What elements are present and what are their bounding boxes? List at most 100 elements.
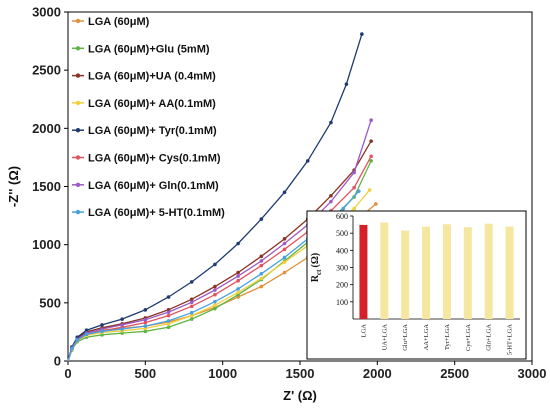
data-point	[143, 329, 148, 334]
data-point	[70, 346, 74, 351]
data-point	[189, 317, 194, 321]
inset-bar	[442, 224, 451, 319]
data-point	[352, 170, 356, 175]
inset-category-label: Cys+LGA	[465, 324, 472, 351]
data-point	[282, 260, 287, 264]
y-tick-label: 0	[54, 354, 61, 369]
legend-swatch-marker	[75, 155, 81, 160]
data-point	[369, 139, 373, 143]
y-tick-label: 1000	[32, 237, 61, 252]
data-point	[341, 206, 346, 211]
inset-category-label: Glu+LGA	[402, 324, 409, 351]
x-tick-label: 1000	[208, 366, 237, 381]
data-point	[213, 262, 217, 267]
data-point	[282, 255, 287, 260]
data-point	[143, 320, 148, 325]
inset-y-title-main: R	[310, 274, 321, 282]
data-point	[356, 189, 361, 193]
data-point	[369, 118, 373, 122]
data-point	[189, 304, 194, 309]
y-axis-title: -Z'' (Ω)	[6, 166, 21, 207]
inset-y-title-sub: ct	[315, 269, 323, 275]
data-point	[259, 254, 264, 259]
data-point	[259, 263, 264, 268]
inset-category-label: LGA	[360, 324, 367, 338]
data-point	[282, 190, 287, 195]
inset-bar	[484, 223, 493, 319]
y-tick-label: 2500	[32, 63, 61, 78]
x-tick-label: 2000	[363, 366, 392, 381]
series-5	[67, 32, 364, 362]
y-tick-label: 3000	[32, 5, 61, 20]
inset-category-label: Tyr+LGA	[444, 324, 451, 350]
data-point	[329, 194, 333, 198]
data-point	[259, 284, 264, 289]
legend-item: LGA (60μM)+ Tyr(0.1mM)	[72, 125, 217, 137]
data-point	[329, 199, 333, 204]
data-point	[84, 332, 89, 337]
data-point	[329, 120, 333, 125]
inset-bar-chart: 100 200 300 400 500 600 Rct(Ω) LGA UA+LGA Glu+LGA…	[306, 210, 527, 360]
data-point	[166, 319, 171, 323]
data-point	[373, 202, 378, 206]
data-point	[143, 317, 148, 322]
legend-swatch-marker	[75, 73, 81, 78]
legend-swatch-marker	[75, 128, 81, 133]
x-tick-label: 0	[64, 366, 71, 381]
legend-item: LGA (60μM)+ Gln(0.1mM)	[72, 180, 219, 192]
data-point	[282, 237, 287, 241]
data-point	[189, 297, 194, 302]
legend-swatch-marker	[75, 100, 81, 106]
data-point	[189, 280, 194, 284]
data-point	[166, 313, 171, 318]
legend-label: LGA (60μM)+ Gln(0.1mM)	[88, 180, 219, 192]
legend-label: LGA (60μM)+ Cys(0.1mM)	[88, 153, 221, 165]
data-point	[236, 274, 240, 278]
inset-category-label: AA+LGA	[423, 324, 430, 351]
legend-item: LGA (60μM)+ 5-HT(0.1mM)	[72, 207, 225, 219]
data-point	[360, 32, 364, 36]
data-point	[236, 290, 240, 295]
inset-category-label: Gln+LGA	[486, 324, 493, 351]
legend-label: LGA (60μM)	[88, 16, 150, 28]
inset-y-tick-label: 100	[336, 298, 348, 307]
data-point	[367, 188, 372, 192]
inset-category-label: UA+LGA	[381, 324, 388, 351]
legend-item: LGA (60μM)+ AA(0.1mM)	[72, 98, 216, 110]
legend-swatch-marker	[75, 209, 81, 215]
data-point	[120, 317, 124, 321]
inset-y-tick-label: 200	[336, 281, 348, 290]
data-point	[189, 313, 194, 318]
inset-category-label: 5-HT+LGA	[507, 324, 514, 355]
data-point	[282, 270, 287, 275]
data-point	[236, 278, 240, 283]
inset-y-title-unit: (Ω)	[310, 253, 321, 268]
data-point	[213, 288, 217, 292]
legend-item: LGA (60μM)+Glu (5mM)	[72, 43, 210, 55]
data-point	[189, 300, 194, 305]
inset-bar	[463, 227, 472, 319]
data-point	[305, 159, 310, 163]
legend-swatch-marker	[75, 182, 81, 187]
inset-y-axis-title: Rct(Ω)	[310, 253, 323, 282]
data-point	[259, 276, 264, 281]
inset-bar	[401, 230, 410, 319]
data-point	[282, 241, 287, 246]
legend-label: LGA (60μM)+ 5-HT(0.1mM)	[88, 207, 225, 219]
inset-bar	[505, 226, 514, 319]
data-point	[344, 82, 349, 86]
data-point	[213, 284, 217, 289]
x-tick-label: 2500	[440, 366, 469, 381]
data-point	[352, 185, 356, 190]
legend-item: LGA (60μM)+UA (0.4mM)	[72, 71, 216, 83]
data-point	[143, 324, 148, 328]
data-point	[369, 154, 373, 159]
x-tick-label: 500	[134, 366, 156, 381]
data-point	[100, 323, 104, 327]
data-point	[84, 328, 89, 332]
data-point	[259, 217, 264, 221]
legend-item: LGA (60μM)	[72, 16, 150, 28]
legend-item: LGA (60μM)+ Cys(0.1mM)	[72, 153, 221, 165]
data-point	[120, 323, 124, 327]
